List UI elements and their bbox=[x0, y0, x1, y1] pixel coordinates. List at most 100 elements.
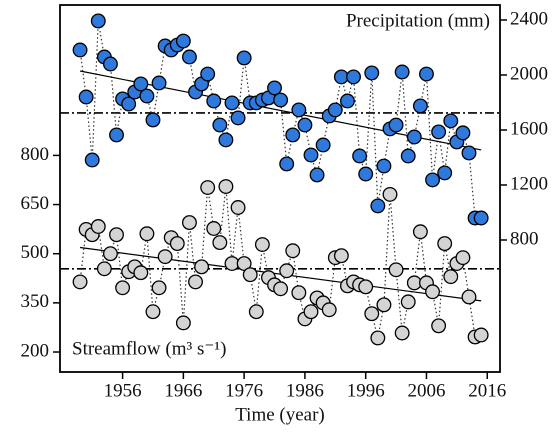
point bbox=[473, 327, 489, 343]
point bbox=[455, 125, 471, 141]
x-tick-label: 1976 bbox=[225, 380, 263, 401]
point bbox=[437, 236, 453, 252]
point bbox=[461, 145, 477, 161]
point bbox=[364, 306, 380, 322]
point bbox=[194, 259, 210, 275]
point bbox=[102, 246, 118, 262]
point bbox=[315, 137, 331, 153]
point bbox=[419, 66, 434, 82]
point bbox=[473, 210, 489, 226]
point bbox=[200, 66, 216, 82]
x-tick-label: 1956 bbox=[104, 380, 142, 401]
point bbox=[340, 93, 355, 109]
point bbox=[303, 304, 319, 320]
point bbox=[394, 64, 410, 80]
point bbox=[431, 124, 447, 140]
point bbox=[200, 180, 216, 195]
point bbox=[352, 148, 368, 164]
point bbox=[181, 215, 197, 231]
y2-tick-label: 2400 bbox=[510, 8, 548, 29]
point bbox=[412, 98, 428, 114]
point bbox=[151, 75, 167, 91]
point bbox=[236, 256, 252, 271]
plot-frame bbox=[59, 4, 501, 373]
point bbox=[431, 318, 447, 334]
point bbox=[248, 304, 264, 320]
point bbox=[297, 117, 313, 133]
point bbox=[394, 325, 410, 341]
point bbox=[230, 110, 246, 126]
point bbox=[333, 248, 349, 264]
point bbox=[145, 304, 161, 320]
point bbox=[102, 56, 118, 72]
y2-tick-label: 1600 bbox=[510, 118, 548, 139]
x-tick-label: 1986 bbox=[286, 380, 324, 401]
point bbox=[218, 132, 234, 148]
point bbox=[212, 235, 228, 251]
x-tick-label: 1966 bbox=[164, 380, 202, 401]
point bbox=[412, 224, 428, 240]
point bbox=[358, 166, 374, 182]
point bbox=[133, 265, 149, 281]
point bbox=[151, 280, 167, 296]
point bbox=[279, 263, 295, 279]
point bbox=[175, 315, 191, 331]
point bbox=[72, 42, 88, 58]
point bbox=[388, 262, 404, 278]
point bbox=[291, 102, 307, 118]
y2-tick-label: 800 bbox=[510, 228, 539, 249]
point bbox=[461, 289, 477, 305]
point bbox=[321, 302, 337, 318]
point bbox=[157, 249, 173, 265]
connector bbox=[79, 20, 482, 219]
point bbox=[285, 127, 301, 143]
point bbox=[236, 50, 252, 66]
y2-tick-label: 1200 bbox=[510, 173, 548, 194]
point bbox=[303, 147, 319, 163]
point bbox=[206, 221, 222, 236]
point bbox=[133, 76, 149, 92]
series-label: Streamflow (m³ s⁻¹) bbox=[72, 338, 226, 359]
point bbox=[291, 285, 307, 301]
x-tick-label: 2016 bbox=[468, 380, 506, 401]
point bbox=[309, 167, 325, 183]
point bbox=[327, 102, 343, 118]
series-label: Precipitation (mm) bbox=[346, 10, 490, 31]
point bbox=[437, 165, 453, 181]
y2-tick-label: 2000 bbox=[510, 63, 548, 84]
point bbox=[206, 93, 222, 109]
point bbox=[425, 284, 440, 300]
point bbox=[455, 250, 471, 266]
point bbox=[376, 158, 392, 174]
y-tick-label: 200 bbox=[21, 340, 50, 361]
point bbox=[175, 33, 191, 49]
point bbox=[242, 267, 258, 283]
point bbox=[188, 274, 203, 290]
point bbox=[273, 92, 289, 108]
y-tick-label: 800 bbox=[21, 144, 50, 165]
point bbox=[370, 198, 386, 214]
point bbox=[90, 219, 106, 234]
point bbox=[139, 88, 155, 104]
point bbox=[109, 227, 124, 243]
point bbox=[230, 200, 246, 215]
point bbox=[145, 112, 161, 128]
point bbox=[443, 113, 459, 129]
point bbox=[109, 127, 124, 143]
point bbox=[224, 95, 240, 111]
point bbox=[406, 129, 422, 145]
point bbox=[84, 152, 100, 168]
point bbox=[90, 13, 106, 29]
point bbox=[169, 236, 185, 252]
point bbox=[346, 69, 361, 85]
x-tick-label: 2006 bbox=[407, 380, 445, 401]
point bbox=[382, 186, 398, 202]
point bbox=[96, 261, 112, 277]
point bbox=[121, 96, 137, 112]
x-tick-label: 1996 bbox=[347, 380, 385, 401]
point bbox=[218, 179, 234, 194]
point bbox=[370, 330, 386, 346]
y-tick-label: 350 bbox=[21, 291, 50, 312]
y-tick-label: 500 bbox=[21, 242, 50, 263]
